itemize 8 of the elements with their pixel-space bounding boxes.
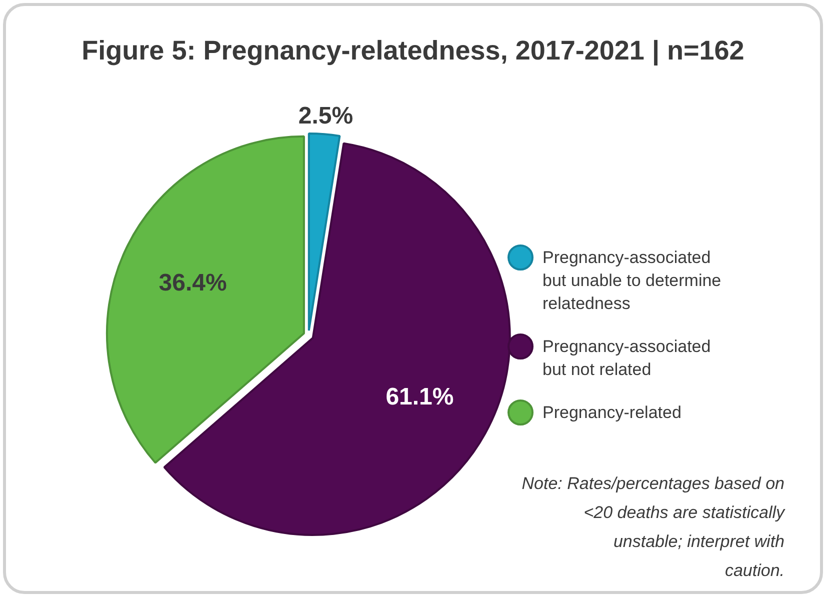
legend-label: Pregnancy-associated but not related xyxy=(542,337,711,379)
chart-title: Figure 5: Pregnancy-relatedness, 2017-2021 | n=162 xyxy=(82,36,744,66)
data-label: 2.5% xyxy=(298,102,354,130)
text: Note: Rates/percentages based on <20 deaths are statistically unstable; interpret with caution. xyxy=(522,474,786,580)
data-label: 36.4% xyxy=(158,269,227,296)
data-label: 61.1% xyxy=(386,384,454,411)
legend-label: Pregnancy-related xyxy=(542,403,682,422)
legend-label: Pregnancy-associated but unable to determine relatedness xyxy=(542,248,722,313)
